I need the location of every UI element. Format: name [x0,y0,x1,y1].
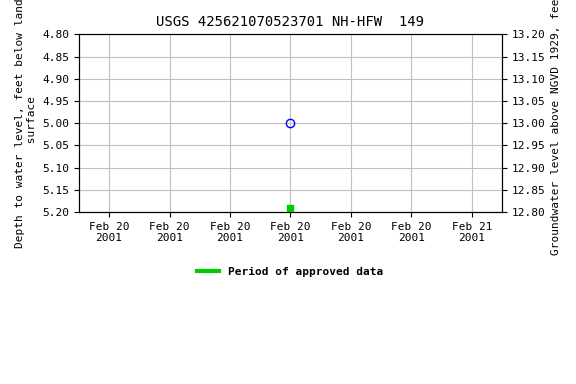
Y-axis label: Depth to water level, feet below land
 surface: Depth to water level, feet below land su… [15,0,37,248]
Legend: Period of approved data: Period of approved data [193,262,388,281]
Y-axis label: Groundwater level above NGVD 1929, feet: Groundwater level above NGVD 1929, feet [551,0,561,255]
Title: USGS 425621070523701 NH-HFW  149: USGS 425621070523701 NH-HFW 149 [157,15,425,29]
